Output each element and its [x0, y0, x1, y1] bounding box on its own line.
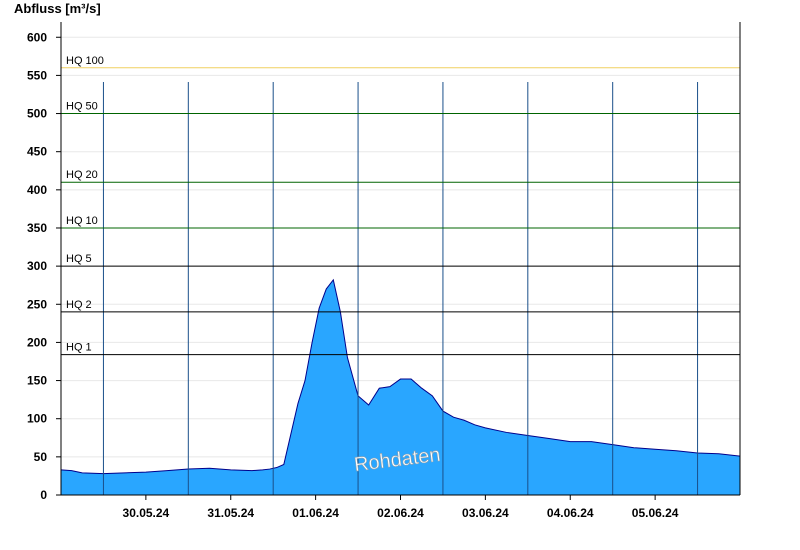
x-tick-labels: 30.05.24 31.05.24 01.06.24 02.06.24 03.06.24…	[123, 495, 679, 520]
x-tick-label: 30.05.24	[123, 506, 170, 520]
y-tick-label: 550	[27, 68, 47, 82]
day-separator-lines	[102, 82, 699, 495]
threshold-label: HQ 1	[66, 342, 92, 354]
y-tick-label: 400	[27, 183, 47, 197]
y-tick-label: 200	[27, 335, 47, 349]
y-tick-label: 50	[34, 450, 48, 464]
y-tick-label: 100	[27, 412, 47, 426]
threshold-label: HQ 2	[66, 299, 92, 311]
threshold-label: HQ 50	[66, 101, 98, 113]
y-axis-title: Abfluss [m³/s]	[14, 1, 101, 16]
x-tick-label: 02.06.24	[377, 506, 424, 520]
x-tick-label: 01.06.24	[292, 506, 339, 520]
y-tick-label: 300	[27, 259, 47, 273]
y-tick-label: 350	[27, 221, 47, 235]
y-tick-labels: 0 50 100 150 200 250 300 350 400 450 500 550 600	[27, 30, 61, 502]
threshold-label: HQ 5	[66, 253, 92, 265]
x-tick-label: 04.06.24	[547, 506, 594, 520]
y-tick-label: 150	[27, 374, 47, 388]
y-tick-label: 500	[27, 107, 47, 121]
x-tick-label: 31.05.24	[207, 506, 254, 520]
y-tick-label: 250	[27, 297, 47, 311]
threshold-label: HQ 20	[66, 169, 98, 181]
threshold-label: HQ 10	[66, 215, 98, 227]
y-tick-label: 600	[27, 30, 47, 44]
threshold-lines: HQ 1 HQ 2 HQ 5 HQ 10 HQ 20 HQ 50 HQ 100	[61, 55, 740, 356]
x-tick-label: 05.06.24	[632, 506, 679, 520]
y-tick-label: 0	[40, 488, 47, 502]
discharge-area-fill	[61, 279, 740, 495]
y-tick-label: 450	[27, 145, 47, 159]
threshold-label: HQ 100	[66, 55, 104, 67]
x-tick-label: 03.06.24	[462, 506, 509, 520]
